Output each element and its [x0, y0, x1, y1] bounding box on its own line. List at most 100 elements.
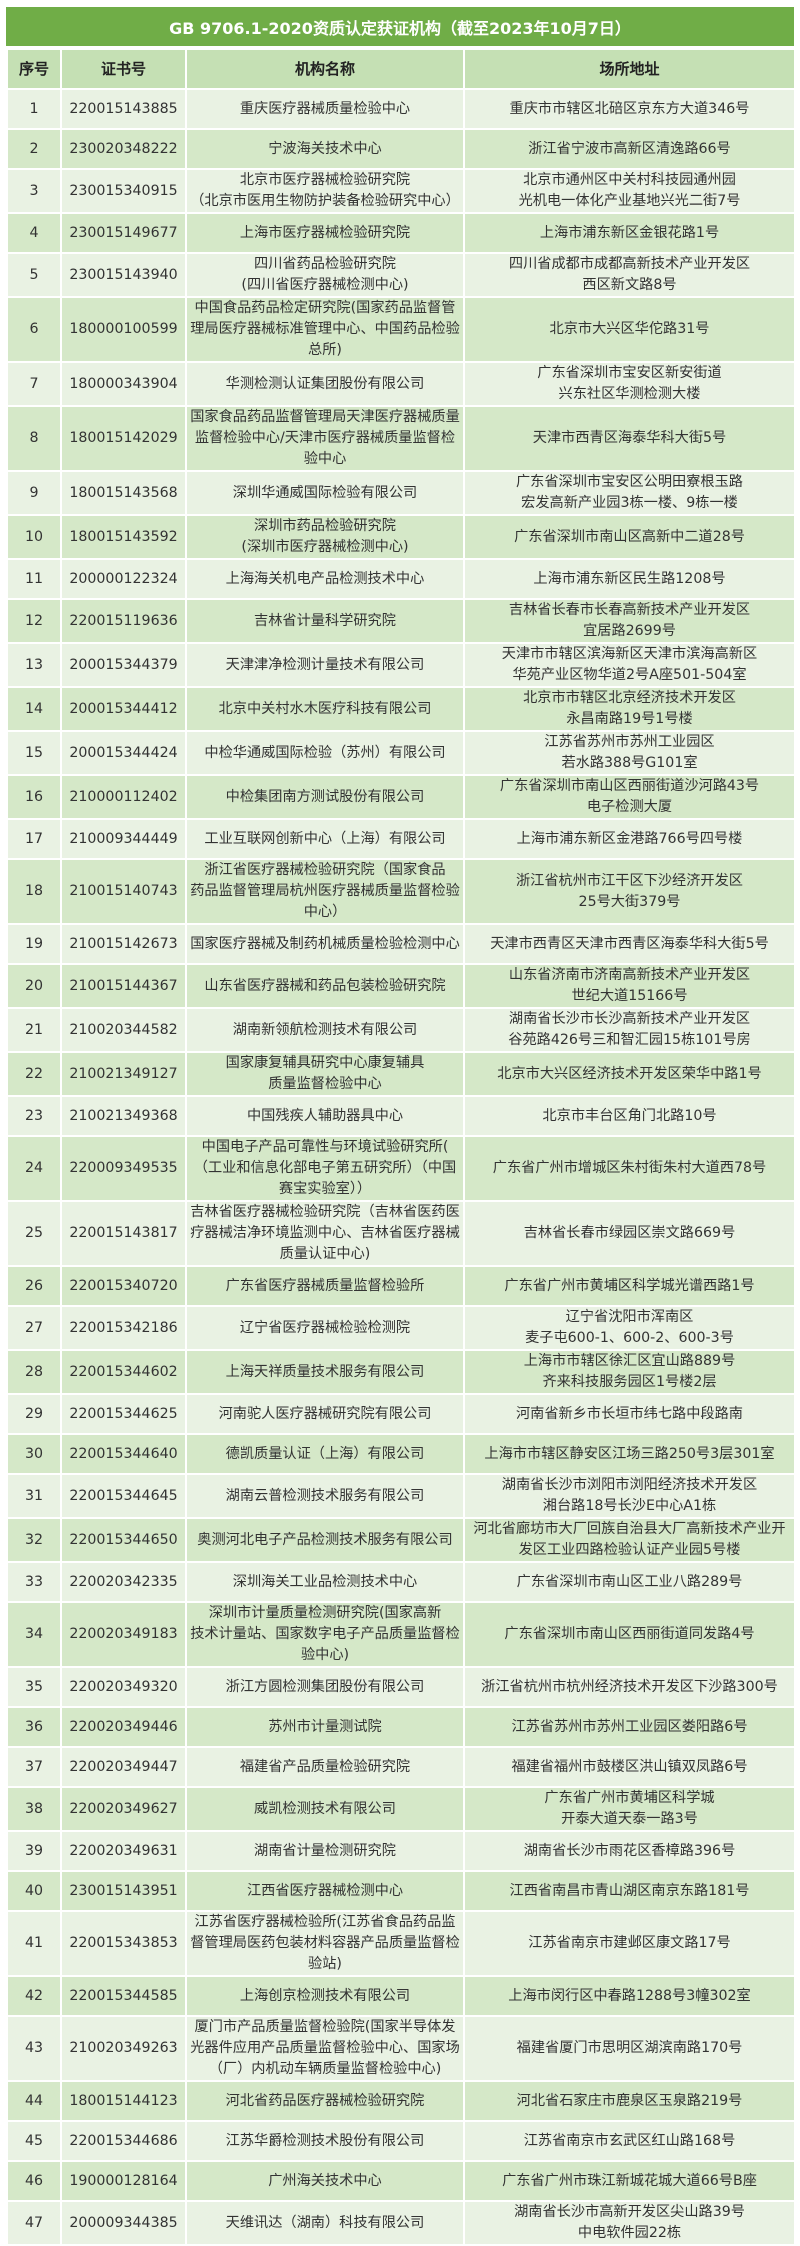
- table-body: 1 220015143885 重庆医疗器械质量检验中心 重庆市市辖区北碚区京东方大道3…: [6, 88, 796, 2246]
- cell-address: 重庆市市辖区北碚区京东方大道346号: [463, 88, 796, 130]
- cell-institution-name: 深圳华通威国际检验有限公司: [185, 470, 465, 516]
- table-row: 9 180015143568 深圳华通威国际检验有限公司 广东省深圳市宝安区公明田寮根…: [6, 470, 796, 516]
- table-row: 32 220015344650 奥测河北电子产品检测技术服务有限公司 河北省廊坊市大厂…: [6, 1517, 796, 1563]
- table-row: 13 200015344379 天津津净检测计量技术有限公司 天津市市辖区滨海新区天津…: [6, 642, 796, 688]
- cell-index: 33: [6, 1561, 62, 1603]
- cell-certificate-no: 220015143817: [60, 1200, 187, 1267]
- cell-index: 45: [6, 2120, 62, 2162]
- table-row: 12 220015119636 吉林省计量科学研究院 吉林省长春市长春高新技术产业开发…: [6, 598, 796, 644]
- cell-address: 江苏省苏州市苏州工业园区 若水路388号G101室: [463, 730, 796, 776]
- table-row: 6 180000100599 中国食品药品检定研究院(国家药品监督管 理局医疗器械标…: [6, 296, 796, 363]
- cell-address: 天津市西青区天津市西青区海泰华科大街5号: [463, 923, 796, 965]
- cell-index: 5: [6, 252, 62, 298]
- table-title: GB 9706.1-2020资质认定获证机构（截至2023年10月7日）: [6, 7, 794, 46]
- cell-address: 湖南省长沙市高新开发区尖山路39号 中电软件园22栋: [463, 2200, 796, 2246]
- cell-index: 21: [6, 1007, 62, 1053]
- cell-institution-name: 威凯检测技术有限公司: [185, 1786, 465, 1832]
- cell-institution-name: 山东省医疗器械和药品包装检验研究院: [185, 963, 465, 1009]
- table-row: 21 210020344582 湖南新领航检测技术有限公司 湖南省长沙市长沙高新技术产…: [6, 1007, 796, 1053]
- cell-institution-name: 吉林省计量科学研究院: [185, 598, 465, 644]
- cell-address: 湖南省长沙市长沙高新技术产业开发区 谷苑路426号三和智汇园15栋101号房: [463, 1007, 796, 1053]
- cell-institution-name: 宁波海关技术中心: [185, 128, 465, 170]
- cell-index: 8: [6, 405, 62, 472]
- cell-index: 47: [6, 2200, 62, 2246]
- cell-certificate-no: 220015344585: [60, 1975, 187, 2017]
- table-row: 26 220015340720 广东省医疗器械质量监督检验所 广东省广州市黄埔区科学城…: [6, 1265, 796, 1307]
- cell-address: 上海市浦东新区民生路1208号: [463, 558, 796, 600]
- table-row: 36 220020349446 苏州市计量测试院 江苏省苏州市苏州工业园区娄阳路6号: [6, 1706, 796, 1748]
- table-row: 1 220015143885 重庆医疗器械质量检验中心 重庆市市辖区北碚区京东方大道3…: [6, 88, 796, 130]
- cell-certificate-no: 220015340720: [60, 1265, 187, 1307]
- cell-address: 广东省深圳市南山区西丽街道同发路4号: [463, 1601, 796, 1668]
- table-row: 7 180000343904 华测检测认证集团股份有限公司 广东省深圳市宝安区新安街道…: [6, 361, 796, 407]
- cell-index: 3: [6, 168, 62, 214]
- cell-certificate-no: 230015143940: [60, 252, 187, 298]
- cell-index: 25: [6, 1200, 62, 1267]
- cell-institution-name: 辽宁省医疗器械检验检测院: [185, 1305, 465, 1351]
- cell-address: 浙江省杭州市江干区下沙经济开发区 25号大街379号: [463, 858, 796, 925]
- cell-certificate-no: 220015342186: [60, 1305, 187, 1351]
- cell-certificate-no: 180015143568: [60, 470, 187, 516]
- cell-institution-name: 重庆医疗器械质量检验中心: [185, 88, 465, 130]
- cell-certificate-no: 210020344582: [60, 1007, 187, 1053]
- cell-certificate-no: 180015143592: [60, 514, 187, 560]
- cell-address: 河南省新乡市长垣市纬七路中段路南: [463, 1393, 796, 1435]
- cell-index: 17: [6, 818, 62, 860]
- cell-certificate-no: 200015344424: [60, 730, 187, 776]
- cell-certificate-no: 220015119636: [60, 598, 187, 644]
- cell-institution-name: 湖南新领航检测技术有限公司: [185, 1007, 465, 1053]
- cell-certificate-no: 220015344625: [60, 1393, 187, 1435]
- cell-index: 14: [6, 686, 62, 732]
- cell-institution-name: 国家医疗器械及制药机械质量检验检测中心: [185, 923, 465, 965]
- cell-institution-name: 江苏省医疗器械检验所(江苏省食品药品监 督管理局医药包装材料容器产品质量监督检 …: [185, 1910, 465, 1977]
- table-row: 44 180015144123 河北省药品医疗器械检验研究院 河北省石家庄市鹿泉区玉泉…: [6, 2080, 796, 2122]
- cell-address: 天津市市辖区滨海新区天津市滨海高新区 华苑产业区物华道2号A座501-504室: [463, 642, 796, 688]
- cell-index: 15: [6, 730, 62, 776]
- cell-institution-name: 深圳海关工业品检测技术中心: [185, 1561, 465, 1603]
- cell-certificate-no: 210021349368: [60, 1095, 187, 1137]
- cell-institution-name: 浙江方圆检测集团股份有限公司: [185, 1666, 465, 1708]
- cell-institution-name: 天津津净检测计量技术有限公司: [185, 642, 465, 688]
- cell-institution-name: 广东省医疗器械质量监督检验所: [185, 1265, 465, 1307]
- cell-index: 23: [6, 1095, 62, 1137]
- cell-certificate-no: 200009344385: [60, 2200, 187, 2246]
- table-row: 15 200015344424 中检华通威国际检验（苏州）有限公司 江苏省苏州市苏州工…: [6, 730, 796, 776]
- cell-certificate-no: 230015143951: [60, 1870, 187, 1912]
- cell-index: 13: [6, 642, 62, 688]
- cell-address: 北京市丰台区角门北路10号: [463, 1095, 796, 1137]
- cell-address: 福建省厦门市思明区湖滨南路170号: [463, 2015, 796, 2082]
- cell-certificate-no: 220020349627: [60, 1786, 187, 1832]
- cell-certificate-no: 220015344686: [60, 2120, 187, 2162]
- column-header-certificate-no: 证书号: [60, 48, 187, 90]
- table-row: 18 210015140743 浙江省医疗器械检验研究院（国家食品 药品监督管理局杭…: [6, 858, 796, 925]
- cell-certificate-no: 220015344602: [60, 1349, 187, 1395]
- cell-certificate-no: 220015344640: [60, 1433, 187, 1475]
- cell-address: 浙江省宁波市高新区清逸路66号: [463, 128, 796, 170]
- cell-index: 1: [6, 88, 62, 130]
- table-row: 31 220015344645 湖南云普检测技术服务有限公司 湖南省长沙市浏阳市浏阳经…: [6, 1473, 796, 1519]
- cell-certificate-no: 220020342335: [60, 1561, 187, 1603]
- cell-certificate-no: 200015344412: [60, 686, 187, 732]
- cell-address: 广东省深圳市宝安区公明田寮根玉路 宏发高新产业园3栋一楼、9栋一楼: [463, 470, 796, 516]
- cell-address: 广东省广州市珠江新城花城大道66号B座: [463, 2160, 796, 2202]
- table-row: 5 230015143940 四川省药品检验研究院 (四川省医疗器械检测中心) 四川省…: [6, 252, 796, 298]
- cell-address: 广东省广州市黄埔区科学城光谱西路1号: [463, 1265, 796, 1307]
- cell-address: 湖南省长沙市雨花区香樟路396号: [463, 1830, 796, 1872]
- cell-index: 4: [6, 212, 62, 254]
- cell-address: 广东省深圳市南山区西丽街道沙河路43号 电子检测大厦: [463, 774, 796, 820]
- table-row: 37 220020349447 福建省产品质量检验研究院 福建省福州市鼓楼区洪山镇双凤…: [6, 1746, 796, 1788]
- cell-address: 湖南省长沙市浏阳市浏阳经济技术开发区 湘台路18号长沙E中心A1栋: [463, 1473, 796, 1519]
- cell-index: 35: [6, 1666, 62, 1708]
- cell-index: 28: [6, 1349, 62, 1395]
- cell-institution-name: 广州海关技术中心: [185, 2160, 465, 2202]
- table-row: 23 210021349368 中国残疾人辅助器具中心 北京市丰台区角门北路10号: [6, 1095, 796, 1137]
- cell-institution-name: 中国食品药品检定研究院(国家药品监督管 理局医疗器械标准管理中心、中国药品检验 …: [185, 296, 465, 363]
- cell-certificate-no: 180015142029: [60, 405, 187, 472]
- cell-institution-name: 苏州市计量测试院: [185, 1706, 465, 1748]
- cell-certificate-no: 220020349447: [60, 1746, 187, 1788]
- cell-institution-name: 深圳市药品检验研究院 (深圳市医疗器械检测中心): [185, 514, 465, 560]
- cell-index: 30: [6, 1433, 62, 1475]
- cell-index: 29: [6, 1393, 62, 1435]
- cell-address: 天津市西青区海泰华科大街5号: [463, 405, 796, 472]
- table-row: 28 220015344602 上海天祥质量技术服务有限公司 上海市市辖区徐汇区宜山路…: [6, 1349, 796, 1395]
